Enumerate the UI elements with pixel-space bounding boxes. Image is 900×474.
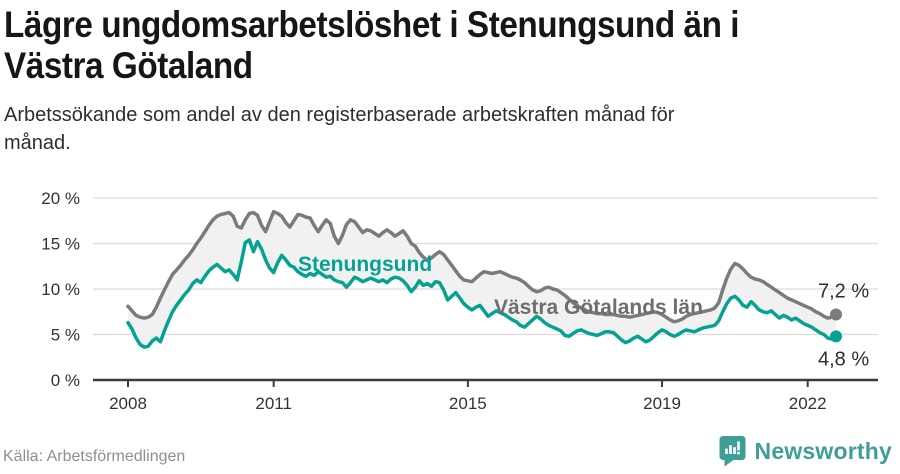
x-axis-label: 2008 — [109, 394, 147, 413]
source-note: Källa: Arbetsförmedlingen — [3, 448, 186, 465]
end-value-label: 7,2 % — [818, 280, 869, 302]
y-axis-label: 20 % — [41, 189, 80, 208]
brand-wordmark: Newsworthy — [754, 437, 892, 464]
series-line-region — [126, 209, 838, 324]
newsworthy-bubble-icon — [719, 436, 746, 467]
exclamation-bar — [736, 441, 740, 451]
series-end-dot — [830, 330, 843, 343]
x-axis-label: 2019 — [643, 394, 681, 413]
chart-subtitle: Arbetssökande som andel av den registerb… — [4, 101, 674, 157]
x-axis-label: 2011 — [255, 394, 292, 413]
y-axis-label: 0 % — [51, 371, 80, 390]
x-axis-label: 2015 — [449, 394, 487, 413]
series-line-stenungsund — [126, 238, 838, 349]
subtitle-line-1: Arbetssökande som andel av den registerb… — [4, 104, 675, 126]
x-axis-label: 2022 — [789, 394, 827, 413]
exclamation-dot — [736, 451, 740, 455]
title-line-2: Västra Götaland — [4, 45, 253, 86]
area-between-series — [128, 211, 836, 348]
title-line-1: Lägre ungdomsarbetslöshet i Stenungsund … — [4, 4, 740, 45]
subtitle-line-2: månad. — [4, 132, 71, 154]
series-name-label: Västra Götalands län — [494, 296, 703, 319]
y-axis-label: 5 % — [51, 326, 80, 345]
bar-2 — [728, 445, 732, 454]
series-name-label: Stenungsund — [298, 253, 432, 276]
brand-logo: Newsworthy — [719, 435, 892, 467]
y-axis-label: 15 % — [41, 235, 80, 254]
bubble-shape — [719, 436, 746, 467]
y-axis-label: 10 % — [41, 280, 80, 299]
end-value-label: 4,8 % — [818, 348, 869, 370]
series-end-dot — [830, 308, 843, 321]
bar-3 — [732, 447, 736, 454]
page-title: Lägre ungdomsarbetslöshet i Stenungsund … — [4, 4, 740, 86]
bar-1 — [724, 448, 728, 454]
chart-svg: 0 % 5 % 10 % 15 % 20 % 2008 2011 2015 2019 2022 7,… — [41, 189, 878, 413]
